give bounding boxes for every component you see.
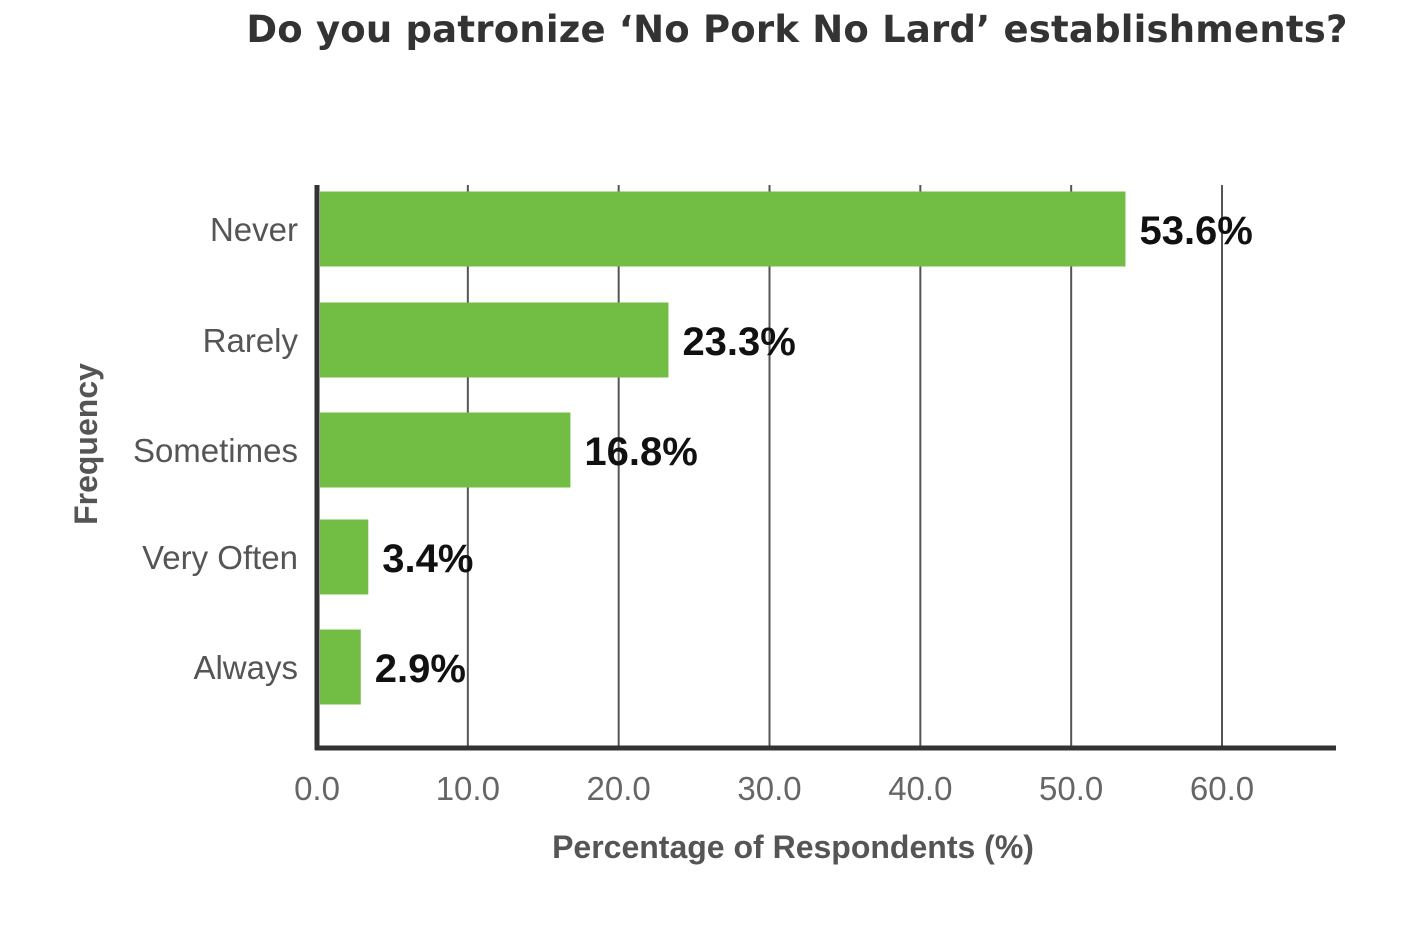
bar-rarely	[320, 302, 669, 378]
bar-very-often	[320, 519, 369, 595]
data-label: 3.4%	[382, 537, 473, 581]
x-tick-label: 10.0	[436, 770, 500, 807]
data-label: 53.6%	[1139, 209, 1252, 253]
x-tick-label: 50.0	[1039, 770, 1103, 807]
x-tick-label: 0.0	[294, 770, 340, 807]
data-label: 2.9%	[375, 647, 466, 691]
chart-title: Do you patronize ‘No Pork No Lard’ estab…	[246, 8, 1348, 51]
labels: 0.0 10.0 20.0 30.0 40.0 50.0 60.0 Never 53.6% Rar…	[133, 209, 1254, 807]
category-label: Very Often	[142, 539, 298, 576]
x-tick-label: 30.0	[737, 770, 801, 807]
bars	[320, 191, 1126, 705]
x-axis-title: Percentage of Respondents (%)	[552, 829, 1034, 865]
bar-never	[320, 191, 1126, 267]
category-label: Always	[193, 649, 298, 686]
y-axis-title: Frequency	[68, 363, 104, 525]
axes	[314, 185, 1336, 751]
gridlines	[466, 185, 1223, 748]
x-tick-label: 20.0	[587, 770, 651, 807]
category-label: Rarely	[203, 322, 299, 359]
data-label: 23.3%	[682, 320, 795, 364]
x-tick-label: 60.0	[1190, 770, 1254, 807]
bar-always	[320, 629, 361, 705]
category-label: Sometimes	[133, 432, 298, 469]
bar-sometimes	[320, 412, 571, 488]
x-tick-label: 40.0	[888, 770, 952, 807]
data-label: 16.8%	[584, 430, 697, 474]
category-label: Never	[210, 211, 298, 248]
